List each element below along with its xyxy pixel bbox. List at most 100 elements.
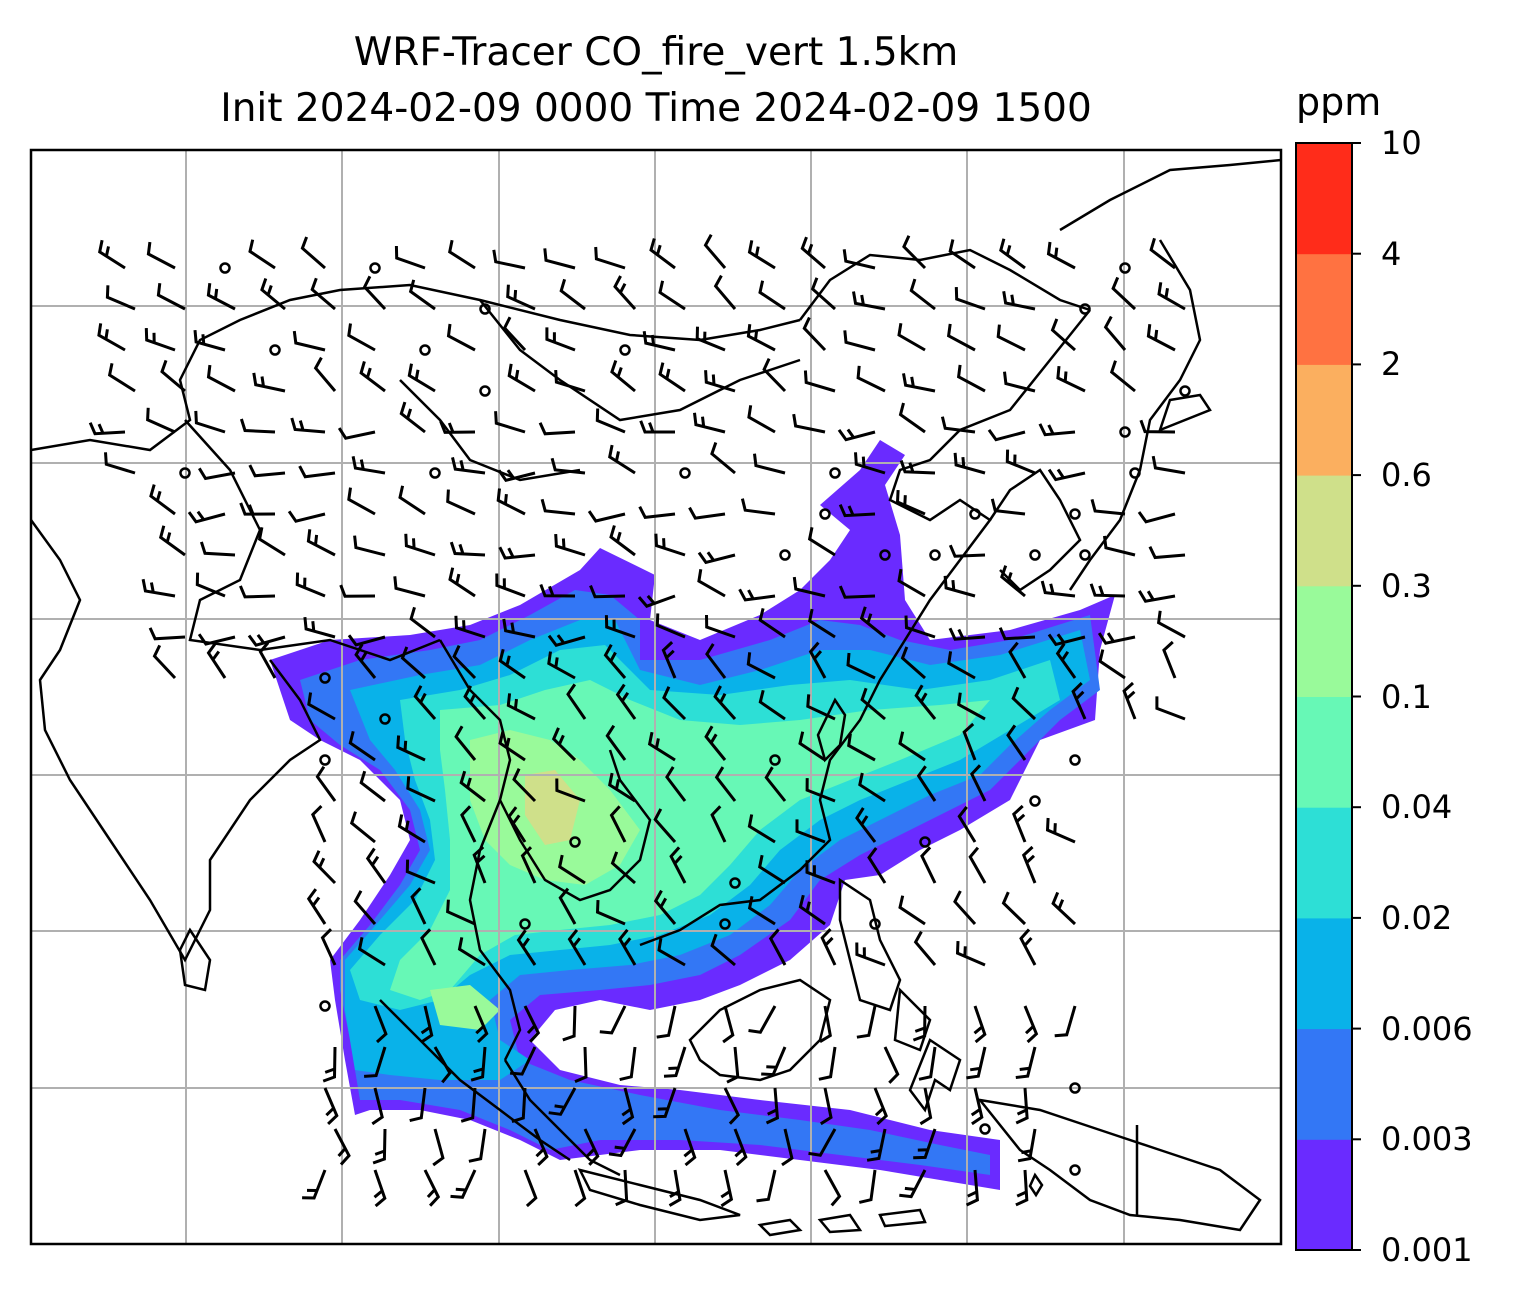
colorbar-tick-label: 0.6 <box>1381 456 1432 495</box>
wind-barb <box>359 360 386 393</box>
wind-barb <box>470 1046 487 1082</box>
calm-wind-marker <box>929 549 941 561</box>
wind-barb <box>912 1005 927 1042</box>
wind-barb <box>710 805 727 843</box>
wind-barb <box>953 452 986 475</box>
wind-barb <box>605 724 627 761</box>
wind-barb <box>287 510 326 523</box>
wind-barb <box>494 411 526 434</box>
wind-barb <box>1017 1128 1037 1163</box>
wind-barb <box>454 615 486 639</box>
wind-barb <box>656 1005 677 1039</box>
wind-barb <box>765 1087 779 1125</box>
wind-barb <box>146 407 176 434</box>
wind-barb <box>290 417 326 434</box>
wind-barb <box>206 364 236 393</box>
wind-barb <box>306 529 336 557</box>
wind-barb <box>792 413 826 434</box>
calm-wind-marker <box>619 344 631 356</box>
wind-barb <box>252 372 286 393</box>
wind-barb <box>1149 237 1176 270</box>
tracer-band-0.1-b <box>430 985 500 1030</box>
map-panel <box>31 150 1281 1244</box>
calm-wind-marker <box>779 549 791 561</box>
wind-barb <box>589 585 626 599</box>
calm-wind-marker <box>319 1000 331 1012</box>
colorbar-tick-label: 2 <box>1381 345 1402 384</box>
calm-wind-marker <box>879 549 891 561</box>
wind-barb <box>610 851 636 885</box>
wind-barb <box>373 1005 388 1044</box>
wind-barb <box>364 1046 387 1078</box>
wind-barb <box>1045 817 1076 844</box>
wind-barb <box>806 694 836 721</box>
wind-barb <box>558 887 577 925</box>
wind-barb <box>492 249 526 270</box>
wind-barb <box>258 641 277 679</box>
wind-barb <box>1051 891 1077 926</box>
wind-barb <box>900 646 926 680</box>
wind-barb <box>554 370 586 393</box>
wind-barb <box>723 1087 741 1125</box>
wind-barb <box>194 410 226 434</box>
wind-barb <box>705 614 736 639</box>
wind-barb <box>156 283 186 311</box>
wind-barb <box>303 616 336 639</box>
wind-barb <box>758 280 786 311</box>
wind-barb <box>738 588 776 602</box>
wind-barb <box>353 535 386 557</box>
wind-barb <box>761 1046 787 1077</box>
wind-barb <box>550 457 586 475</box>
wind-barb <box>439 420 476 434</box>
wind-barb <box>746 324 776 352</box>
calm-wind-marker <box>1179 385 1191 397</box>
wind-barb <box>349 811 376 844</box>
wind-barb <box>562 1005 577 1042</box>
wind-barb <box>543 248 576 270</box>
wind-barb <box>838 504 876 518</box>
wind-barb <box>347 634 386 647</box>
wind-barb <box>846 652 876 680</box>
wind-barb <box>1155 696 1186 721</box>
colorbar <box>1296 142 1361 1251</box>
wind-barb <box>693 412 726 434</box>
wind-barb <box>193 329 226 352</box>
wind-barb <box>413 685 437 720</box>
wind-barb <box>657 937 686 967</box>
wind-barb <box>449 541 486 557</box>
wind-barb <box>337 427 376 440</box>
wind-barb <box>798 731 826 762</box>
wind-barb <box>1156 610 1186 639</box>
wind-barb <box>955 941 986 967</box>
wind-barb <box>357 936 386 967</box>
wind-barb <box>523 1005 541 1043</box>
wind-barb <box>452 644 477 680</box>
wind-barb <box>1015 1169 1029 1207</box>
wind-barb <box>897 568 926 598</box>
wind-barb <box>198 467 236 481</box>
colorbar-bin-7 <box>1296 364 1352 476</box>
calm-wind-marker <box>829 467 841 479</box>
wind-barb <box>859 606 886 639</box>
wind-barb <box>195 572 226 598</box>
wind-barb <box>574 1046 588 1083</box>
wind-barb <box>662 686 687 721</box>
calm-wind-marker <box>1069 754 1081 766</box>
wind-barb <box>558 854 586 885</box>
wind-barb <box>1089 583 1126 598</box>
colorbar-bin-3 <box>1296 807 1352 919</box>
calm-wind-marker <box>769 754 781 766</box>
calm-wind-marker <box>1079 549 1091 561</box>
wind-barb <box>610 360 636 393</box>
wind-barb <box>704 725 727 761</box>
calm-wind-marker <box>729 877 741 889</box>
wind-barb <box>302 1169 327 1200</box>
colorbar-frame <box>1295 142 1353 1251</box>
wind-barb <box>88 422 126 436</box>
calm-wind-marker <box>819 508 831 520</box>
wind-barb <box>852 291 886 311</box>
wind-barb <box>668 1169 682 1207</box>
chart-title-line1: WRF-Tracer CO_fire_vert 1.5km <box>353 30 959 75</box>
wind-barb <box>397 814 426 844</box>
